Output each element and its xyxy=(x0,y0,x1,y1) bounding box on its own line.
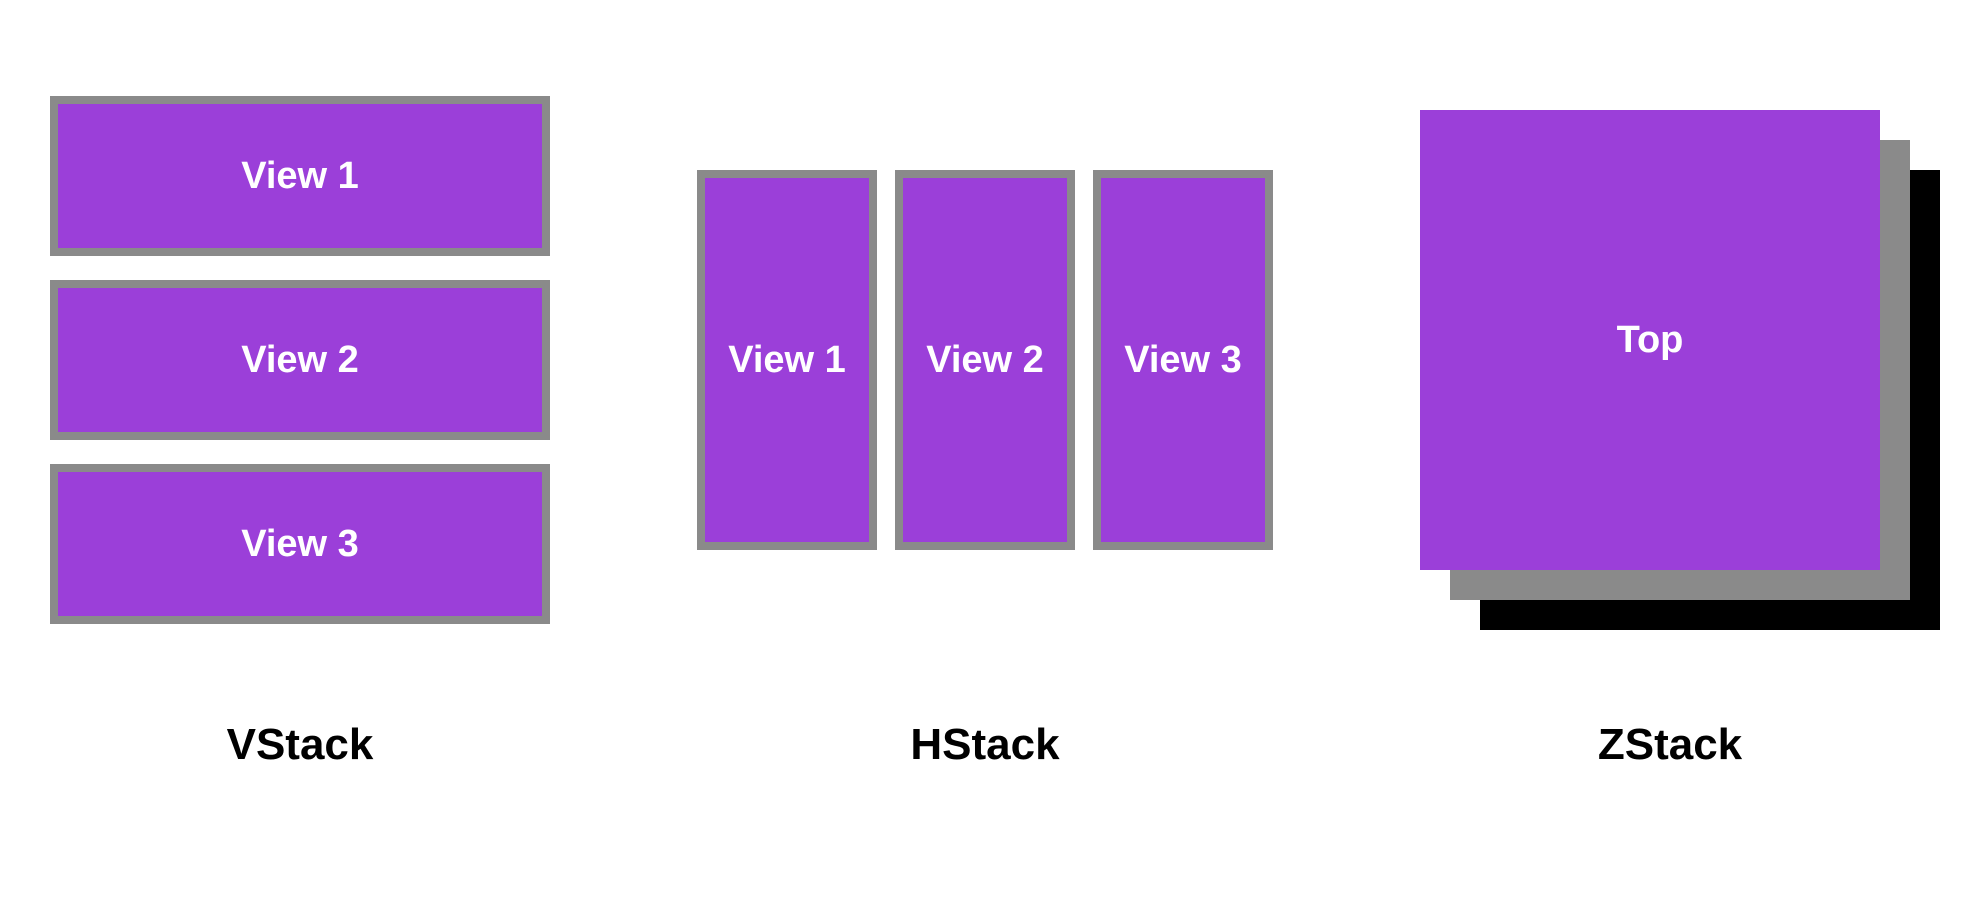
hstack-container: View 1 View 2 View 3 xyxy=(697,170,1273,550)
zstack-diagram: Top xyxy=(1420,40,1920,680)
view-label: View 1 xyxy=(241,155,359,198)
view-label: View 1 xyxy=(728,339,846,382)
vstack-section: View 1 View 2 View 3 VStack xyxy=(50,40,550,770)
stacks-diagram: View 1 View 2 View 3 VStack View 1 View … xyxy=(50,40,1920,860)
view-label: View 3 xyxy=(241,523,359,566)
vstack-diagram: View 1 View 2 View 3 xyxy=(50,40,550,680)
view-label: View 3 xyxy=(1124,339,1242,382)
hstack-diagram: View 1 View 2 View 3 xyxy=(697,40,1273,680)
vstack-container: View 1 View 2 View 3 xyxy=(50,96,550,624)
hstack-section: View 1 View 2 View 3 HStack xyxy=(697,40,1273,770)
hstack-title: HStack xyxy=(910,720,1059,770)
view-label: Top xyxy=(1617,319,1684,362)
zstack-container: Top xyxy=(1420,110,1920,610)
hstack-item: View 2 xyxy=(895,170,1075,550)
vstack-title: VStack xyxy=(227,720,374,770)
vstack-item: View 1 xyxy=(50,96,550,256)
hstack-item: View 1 xyxy=(697,170,877,550)
view-label: View 2 xyxy=(926,339,1044,382)
vstack-item: View 3 xyxy=(50,464,550,624)
zstack-layer-front: Top xyxy=(1420,110,1880,570)
vstack-item: View 2 xyxy=(50,280,550,440)
zstack-title: ZStack xyxy=(1598,720,1742,770)
hstack-item: View 3 xyxy=(1093,170,1273,550)
zstack-section: Top ZStack xyxy=(1420,40,1920,770)
view-label: View 2 xyxy=(241,339,359,382)
